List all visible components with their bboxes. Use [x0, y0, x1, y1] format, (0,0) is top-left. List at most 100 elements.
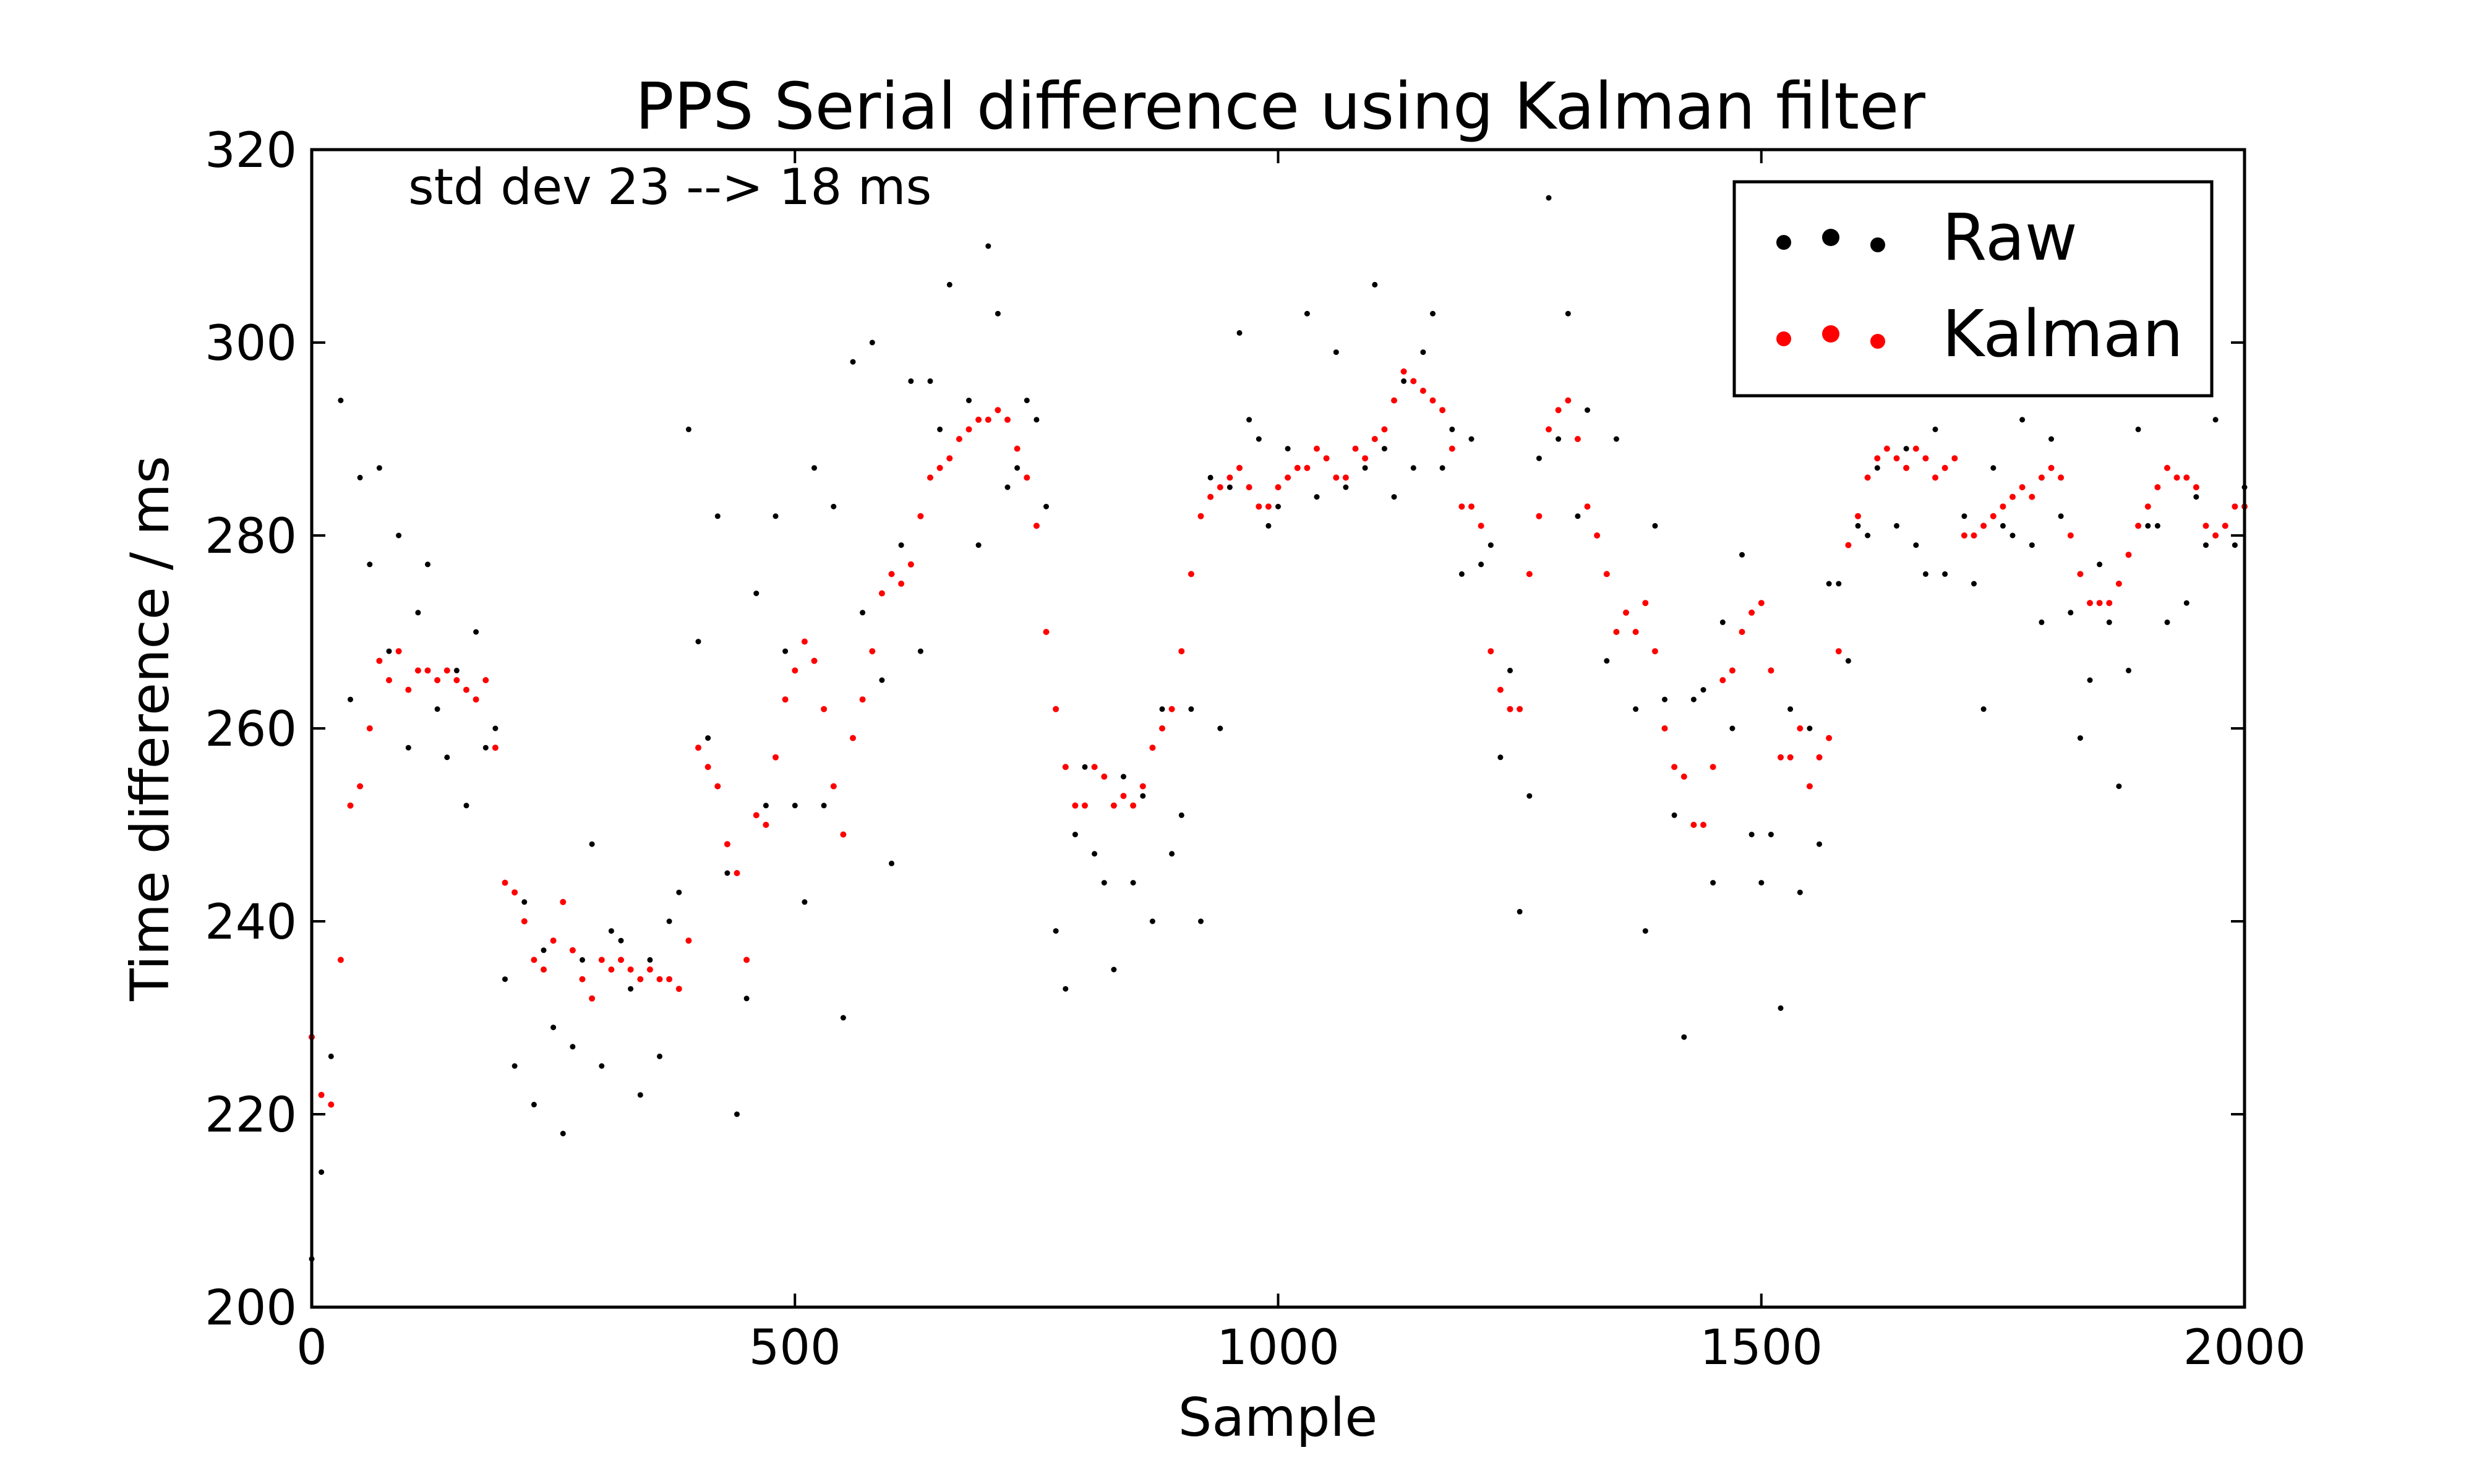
kalman-point	[2048, 464, 2055, 471]
kalman-point	[482, 677, 489, 683]
y-tick-label: 240	[205, 895, 297, 950]
kalman-point	[1246, 484, 1252, 490]
kalman-point	[1864, 474, 1871, 481]
kalman-point	[1236, 464, 1243, 471]
raw-point	[1149, 918, 1155, 924]
raw-point	[1961, 513, 1967, 519]
kalman-point	[2144, 503, 2151, 510]
raw-point	[628, 986, 634, 992]
kalman-point	[2000, 503, 2006, 510]
raw-point	[1526, 793, 1533, 799]
kalman-point	[1651, 648, 1658, 655]
raw-point	[975, 542, 982, 548]
raw-point	[1826, 581, 1832, 587]
raw-point	[811, 465, 817, 471]
raw-series	[309, 195, 2248, 1262]
kalman-point	[773, 754, 779, 761]
kalman-point	[1333, 474, 1340, 481]
kalman-point	[888, 571, 895, 578]
raw-point	[2193, 494, 2199, 500]
kalman-point	[1971, 532, 1977, 539]
kalman-point	[1623, 609, 1629, 616]
raw-point	[1372, 281, 1378, 288]
raw-point	[1265, 522, 1272, 529]
kalman-point	[1845, 542, 1852, 548]
raw-point	[2135, 426, 2141, 432]
kalman-point	[2202, 522, 2209, 529]
raw-point	[676, 889, 682, 895]
kalman-point	[376, 657, 383, 664]
kalman-point	[395, 648, 402, 655]
raw-point	[1121, 774, 1126, 780]
kalman-point	[646, 966, 653, 973]
kalman-point	[685, 937, 692, 944]
kalman-point	[1468, 503, 1475, 510]
raw-point	[1817, 841, 1822, 847]
raw-point	[541, 947, 547, 953]
kalman-point	[1352, 445, 1359, 452]
kalman-point	[1265, 503, 1272, 510]
raw-point	[1391, 494, 1397, 500]
kalman-point	[2096, 600, 2103, 607]
kalman-point	[1632, 629, 1639, 635]
kalman-point	[1072, 802, 1079, 809]
kalman-point	[1371, 436, 1378, 442]
kalman-point	[1951, 455, 1958, 462]
legend-kalman-marker	[1870, 334, 1885, 349]
raw-point	[1178, 812, 1184, 818]
kalman-point	[2019, 484, 2026, 490]
kalman-point	[531, 957, 537, 963]
raw-point	[2068, 610, 2074, 616]
raw-point	[1710, 880, 1716, 886]
kalman-point	[1168, 706, 1175, 712]
raw-point	[724, 870, 730, 876]
raw-point	[1226, 484, 1233, 490]
raw-point	[348, 696, 353, 702]
raw-point	[792, 803, 798, 809]
raw-point	[850, 359, 856, 365]
x-tick-label: 500	[749, 1320, 841, 1376]
raw-point	[898, 542, 904, 548]
raw-point	[695, 639, 701, 645]
kalman-point	[1130, 802, 1137, 809]
raw-point	[1024, 398, 1030, 404]
raw-point	[492, 725, 499, 731]
raw-point	[1604, 658, 1610, 664]
kalman-point	[1458, 503, 1465, 510]
kalman-point	[618, 957, 624, 963]
y-axis-label: Time difference / ms	[119, 456, 181, 1002]
kalman-point	[337, 957, 344, 963]
raw-point	[2126, 667, 2131, 673]
y-tick-label: 220	[205, 1088, 297, 1143]
kalman-point	[1362, 455, 1369, 462]
raw-point	[599, 1063, 605, 1069]
raw-point	[1932, 426, 1938, 432]
raw-point	[618, 937, 624, 944]
raw-point	[2039, 619, 2045, 625]
legend-kalman-marker	[1822, 325, 1839, 343]
x-axis-ticks: 0 500 1000 1500 2000	[296, 150, 2306, 1376]
x-tick-label: 2000	[2183, 1320, 2306, 1376]
kalman-point	[801, 638, 808, 645]
y-tick-label: 260	[205, 702, 297, 757]
raw-point	[1778, 1005, 1784, 1011]
raw-point	[1836, 581, 1842, 587]
kalman-point	[1903, 464, 1910, 471]
kalman-point	[1497, 686, 1504, 693]
kalman-point	[2067, 532, 2074, 539]
kalman-point	[1091, 764, 1098, 770]
raw-point	[1140, 793, 1146, 799]
raw-point	[1787, 706, 1794, 712]
raw-point	[396, 532, 402, 539]
raw-point	[1014, 465, 1021, 471]
raw-point	[550, 1025, 557, 1031]
raw-point	[946, 281, 952, 288]
y-tick-label: 200	[205, 1281, 297, 1336]
kalman-point	[1526, 571, 1533, 578]
kalman-point	[917, 513, 924, 519]
raw-point	[1063, 986, 1069, 992]
raw-point	[2212, 417, 2219, 423]
kalman-point	[1826, 735, 1833, 741]
kalman-point	[1082, 802, 1088, 809]
x-tick-label: 1500	[1700, 1320, 1823, 1376]
